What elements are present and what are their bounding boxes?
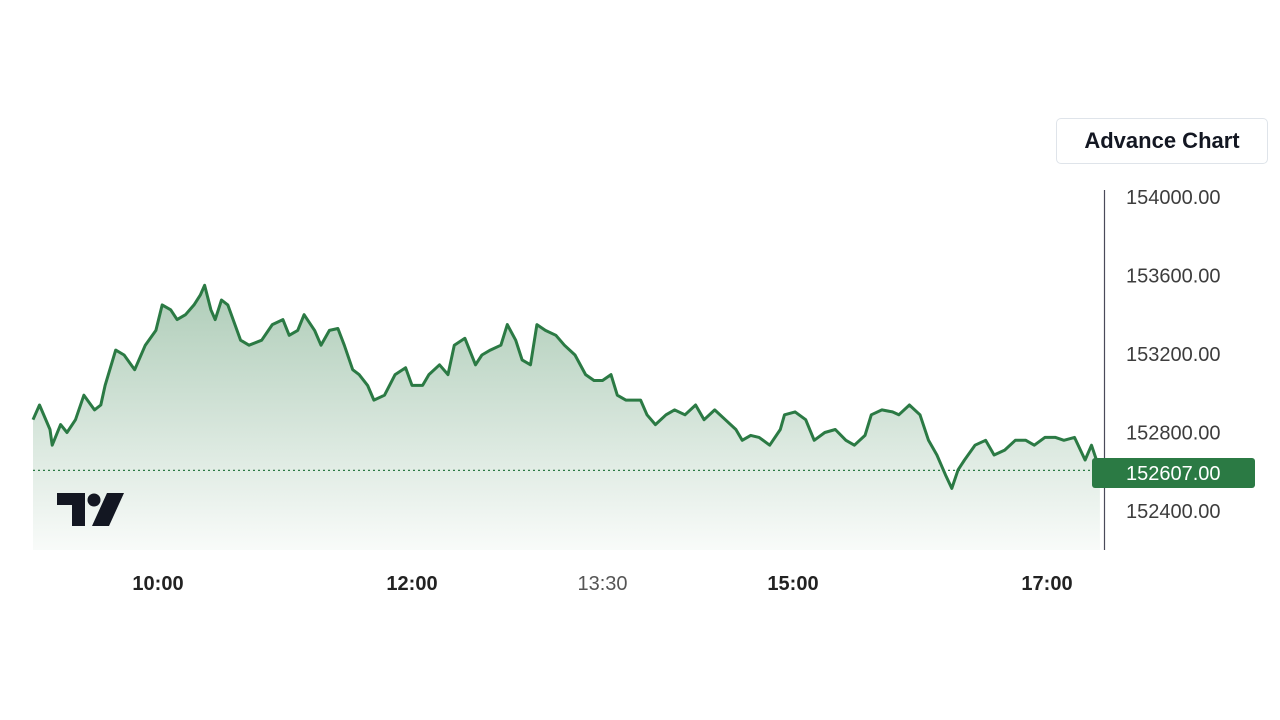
y-tick-label: 154000.00: [1126, 187, 1221, 209]
last-price-label: 152607.00: [1092, 458, 1255, 488]
x-tick-label: 15:00: [767, 573, 818, 595]
price-line: [31, 283, 1102, 490]
last-price-label-text: 152607.00: [1126, 463, 1221, 485]
last-price-label-bg: [1092, 458, 1255, 488]
x-tick-label: 12:00: [386, 573, 437, 595]
y-tick-label: 153200.00: [1126, 344, 1221, 366]
x-tick-label: 10:00: [132, 573, 183, 595]
x-tick-label: 17:00: [1021, 573, 1072, 595]
x-tick-label: 13:30: [577, 573, 627, 595]
y-tick-label: 152800.00: [1126, 422, 1221, 444]
advance-chart-button[interactable]: Advance Chart: [1056, 118, 1268, 164]
tradingview-logo: [57, 493, 124, 526]
y-tick-label: 152400.00: [1126, 501, 1221, 523]
y-tick-label: 153600.00: [1126, 265, 1221, 287]
price-area-fill: [33, 285, 1100, 550]
